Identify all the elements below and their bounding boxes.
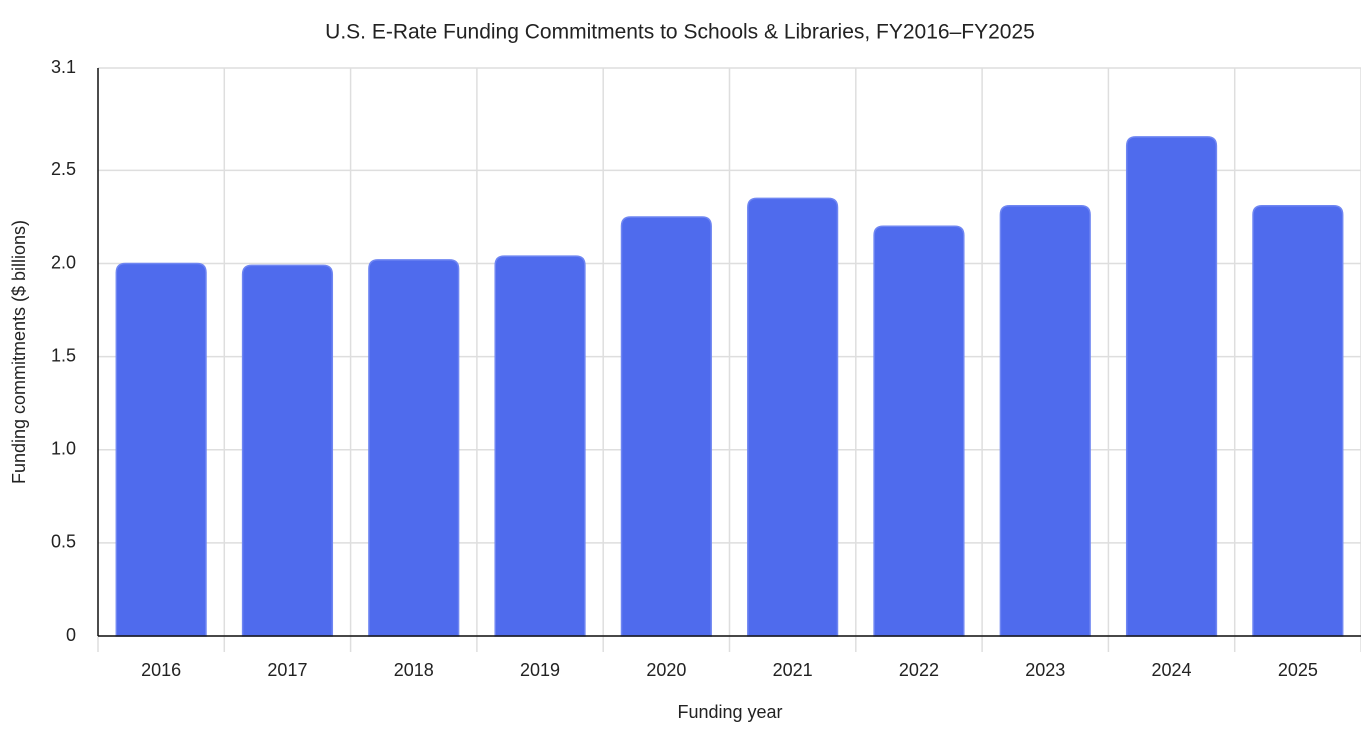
y-tick-label: 0.5 [51, 532, 76, 552]
y-tick-label: 1.0 [51, 439, 76, 459]
chart-title: U.S. E-Rate Funding Commitments to Schoo… [325, 21, 1035, 44]
bar [747, 197, 839, 637]
x-tick-label: 2017 [267, 660, 307, 680]
y-tick-label: 2.0 [51, 252, 76, 272]
x-tick-label: 2025 [1278, 660, 1318, 680]
x-tick-label: 2022 [899, 660, 939, 680]
y-tick-label: 0 [66, 625, 76, 645]
bar [1252, 205, 1344, 637]
x-tick-label: 2018 [394, 660, 434, 680]
y-tick-label: 1.5 [51, 345, 76, 365]
bar [241, 264, 334, 637]
x-tick-label: 2023 [1025, 660, 1065, 680]
x-tick-label: 2021 [773, 660, 813, 680]
y-tick-label: 3.1 [51, 57, 76, 77]
bar [999, 205, 1091, 637]
bar [494, 255, 586, 637]
bar [873, 225, 965, 637]
bar [620, 216, 712, 637]
bar [1125, 136, 1218, 637]
x-tick-label: 2016 [141, 660, 181, 680]
y-tick-label: 2.5 [51, 159, 76, 179]
x-tick-label: 2020 [646, 660, 686, 680]
x-tick-label: 2019 [520, 660, 560, 680]
bar [115, 262, 207, 637]
x-axis-label: Funding year [677, 702, 782, 722]
y-axis-label: Funding commitments ($ billions) [9, 220, 29, 484]
x-tick-label: 2024 [1152, 660, 1192, 680]
bar [368, 259, 460, 637]
